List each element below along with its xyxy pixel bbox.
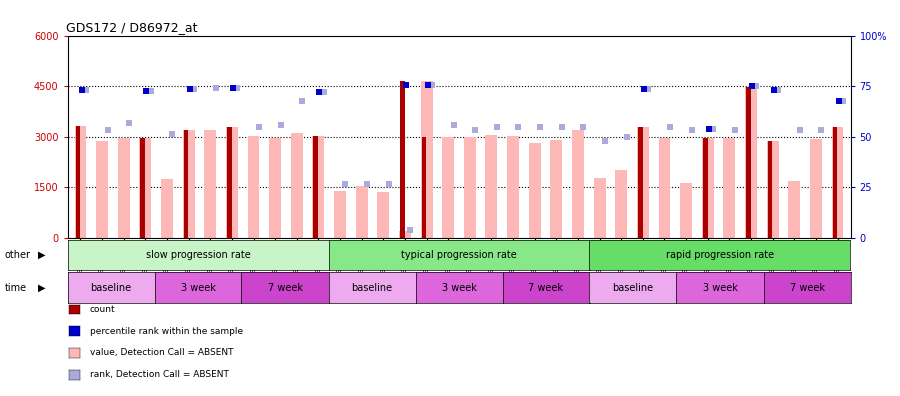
- Bar: [400, 81, 405, 238]
- Bar: [377, 192, 389, 238]
- Bar: [659, 138, 670, 238]
- Text: 3 week: 3 week: [442, 283, 476, 293]
- Bar: [161, 179, 173, 238]
- Bar: [464, 137, 476, 238]
- Bar: [399, 231, 411, 238]
- Bar: [572, 129, 584, 238]
- Text: baseline: baseline: [351, 283, 392, 293]
- Bar: [702, 138, 714, 238]
- Text: rank, Detection Call = ABSENT: rank, Detection Call = ABSENT: [90, 370, 229, 379]
- Bar: [226, 127, 238, 238]
- Bar: [832, 127, 837, 238]
- Bar: [421, 137, 427, 238]
- Text: 7 week: 7 week: [267, 283, 302, 293]
- Text: typical progression rate: typical progression rate: [401, 250, 517, 260]
- Bar: [832, 127, 843, 238]
- Bar: [746, 87, 751, 238]
- Bar: [248, 136, 259, 238]
- Bar: [420, 81, 433, 238]
- Bar: [183, 130, 194, 238]
- Bar: [529, 143, 541, 238]
- Bar: [334, 191, 346, 238]
- Bar: [594, 178, 606, 238]
- Bar: [140, 138, 151, 238]
- Bar: [637, 127, 649, 238]
- Bar: [291, 133, 302, 238]
- Text: 7 week: 7 week: [789, 283, 824, 293]
- Text: value, Detection Call = ABSENT: value, Detection Call = ABSENT: [90, 348, 233, 357]
- Text: ▶: ▶: [38, 250, 45, 260]
- Bar: [616, 170, 627, 238]
- Bar: [140, 138, 145, 238]
- Text: 7 week: 7 week: [528, 283, 563, 293]
- Bar: [312, 136, 324, 238]
- Text: ▶: ▶: [38, 283, 45, 293]
- Bar: [227, 127, 231, 238]
- Bar: [810, 139, 822, 238]
- Text: percentile rank within the sample: percentile rank within the sample: [90, 327, 243, 335]
- Text: count: count: [90, 305, 115, 314]
- Bar: [204, 130, 216, 238]
- Text: time: time: [4, 283, 27, 293]
- Bar: [745, 87, 757, 238]
- Bar: [724, 138, 735, 238]
- Text: slow progression rate: slow progression rate: [146, 250, 250, 260]
- Bar: [507, 135, 519, 238]
- Bar: [788, 181, 800, 238]
- Text: baseline: baseline: [90, 283, 131, 293]
- Bar: [703, 138, 707, 238]
- Bar: [442, 137, 454, 238]
- Bar: [767, 141, 778, 238]
- Bar: [356, 186, 367, 238]
- Text: GDS172 / D86972_at: GDS172 / D86972_at: [66, 21, 197, 34]
- Bar: [768, 141, 772, 238]
- Bar: [680, 183, 692, 238]
- Bar: [485, 135, 498, 238]
- Bar: [96, 141, 108, 238]
- Text: other: other: [4, 250, 31, 260]
- Bar: [118, 138, 130, 238]
- Text: 3 week: 3 week: [181, 283, 215, 293]
- Bar: [184, 130, 188, 238]
- Text: baseline: baseline: [612, 283, 653, 293]
- Bar: [75, 126, 86, 238]
- Text: rapid progression rate: rapid progression rate: [666, 250, 774, 260]
- Bar: [269, 138, 281, 238]
- Bar: [76, 126, 80, 238]
- Bar: [313, 136, 319, 238]
- Bar: [551, 140, 562, 238]
- Bar: [638, 127, 643, 238]
- Text: 3 week: 3 week: [703, 283, 737, 293]
